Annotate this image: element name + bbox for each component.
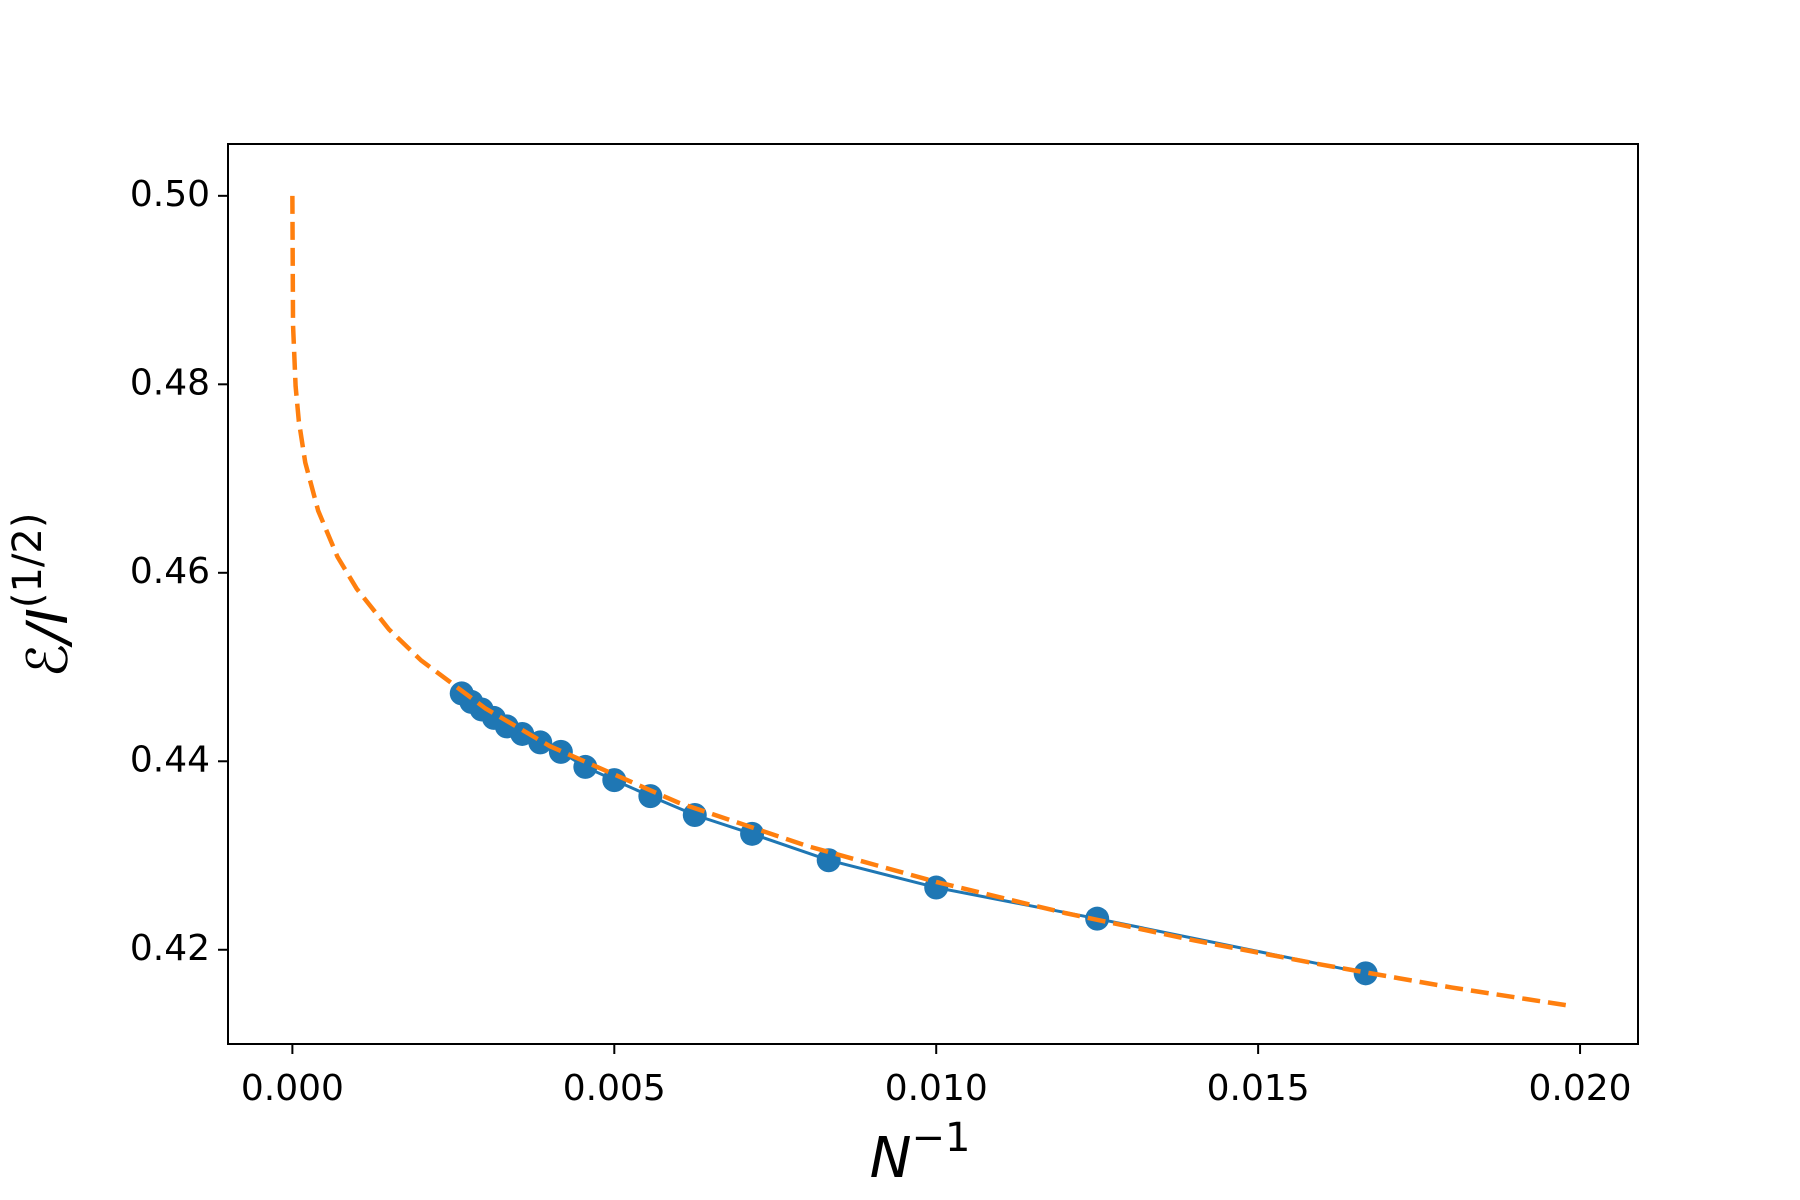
x-label-sup: −1 <box>911 1115 970 1161</box>
plot-frame <box>227 143 1639 1045</box>
data-point <box>740 821 765 846</box>
x-axis-label: N−1 <box>870 1115 971 1191</box>
data-point <box>548 739 573 764</box>
y-tick-label: 0.44 <box>130 739 210 780</box>
y-label-main: ℰ/I <box>16 608 81 677</box>
y-label-sup: (1/2) <box>5 513 51 609</box>
y-tick-label: 0.48 <box>130 362 210 403</box>
y-tick-label: 0.42 <box>130 928 210 969</box>
series-line <box>460 692 1366 975</box>
data-point <box>1353 961 1378 986</box>
x-tick-label: 0.010 <box>885 1068 988 1109</box>
data-point <box>638 784 663 809</box>
x-tick-label: 0.015 <box>1207 1068 1310 1109</box>
series-line <box>290 195 1568 1008</box>
x-tick-label: 0.005 <box>563 1068 666 1109</box>
data-point <box>602 768 627 793</box>
y-tick-label: 0.46 <box>130 551 210 592</box>
data-point <box>816 848 841 873</box>
y-axis-label: ℰ/I(1/2) <box>5 513 81 678</box>
x-tick-label: 0.020 <box>1529 1068 1632 1109</box>
y-tick-label: 0.50 <box>130 174 210 215</box>
x-tick-label: 0.000 <box>241 1068 344 1109</box>
x-label-main: N <box>870 1126 912 1191</box>
